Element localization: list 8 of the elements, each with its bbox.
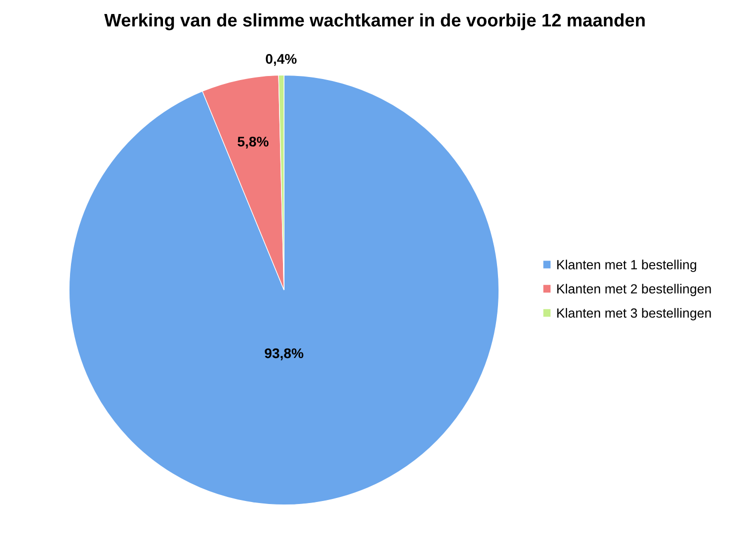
legend-label: Klanten met 2 bestellingen	[557, 284, 711, 296]
chart-title: Werking van de slimme wachtkamer in de voorbije 12 maanden	[104, 13, 645, 30]
pie-slice	[68, 74, 500, 506]
data-label: 93,8%	[264, 348, 304, 360]
legend-label: Klanten met 3 bestellingen	[557, 308, 711, 320]
legend-label: Klanten met 1 bestelling	[557, 260, 696, 272]
data-label: 5,8%	[238, 136, 268, 149]
data-label: 0,4%	[266, 54, 297, 66]
